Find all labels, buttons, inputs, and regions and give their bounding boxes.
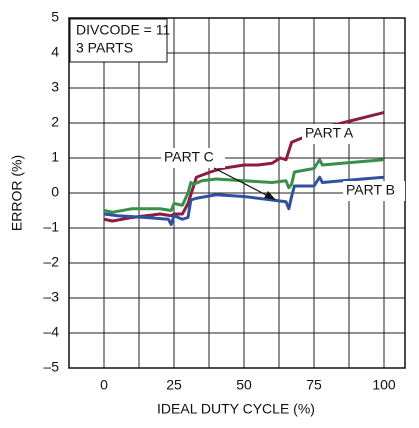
annotation: 3 PARTS	[76, 40, 133, 56]
y-tick-label: 0	[51, 184, 59, 200]
y-tick-label: 2	[51, 114, 59, 130]
annotation: PART C	[164, 149, 214, 165]
arrow-line	[213, 167, 271, 198]
x-axis-label: IDEAL DUTY CYCLE (%)	[157, 401, 315, 417]
y-tick-label: –5	[43, 359, 59, 375]
annotation-bg	[161, 148, 225, 168]
y-tick-label: 4	[51, 44, 59, 60]
y-tick-label: –2	[43, 254, 59, 270]
annotation-bg	[302, 124, 364, 144]
y-axis-label: ERROR (%)	[9, 155, 25, 231]
info-box	[69, 18, 168, 63]
series-line	[103, 158, 385, 214]
arrow-head	[264, 191, 276, 200]
annotation: DIVCODE = 11	[76, 22, 170, 38]
y-tick-label: –3	[43, 289, 59, 305]
series-line	[103, 175, 385, 226]
annotation: PART B	[346, 182, 395, 198]
x-tick-label: 25	[166, 377, 182, 393]
y-tick-label: 1	[51, 149, 59, 165]
x-tick-label: 50	[236, 377, 252, 393]
y-tick-label: 5	[51, 9, 59, 25]
x-tick-label: 100	[372, 377, 396, 393]
y-tick-label: –1	[43, 219, 59, 235]
annotation-bg	[343, 181, 405, 201]
y-tick-label: –4	[43, 324, 59, 340]
x-tick-label: 0	[100, 377, 108, 393]
y-tick-label: 3	[51, 79, 59, 95]
annotation: PART A	[305, 125, 354, 141]
x-tick-label: 75	[306, 377, 322, 393]
